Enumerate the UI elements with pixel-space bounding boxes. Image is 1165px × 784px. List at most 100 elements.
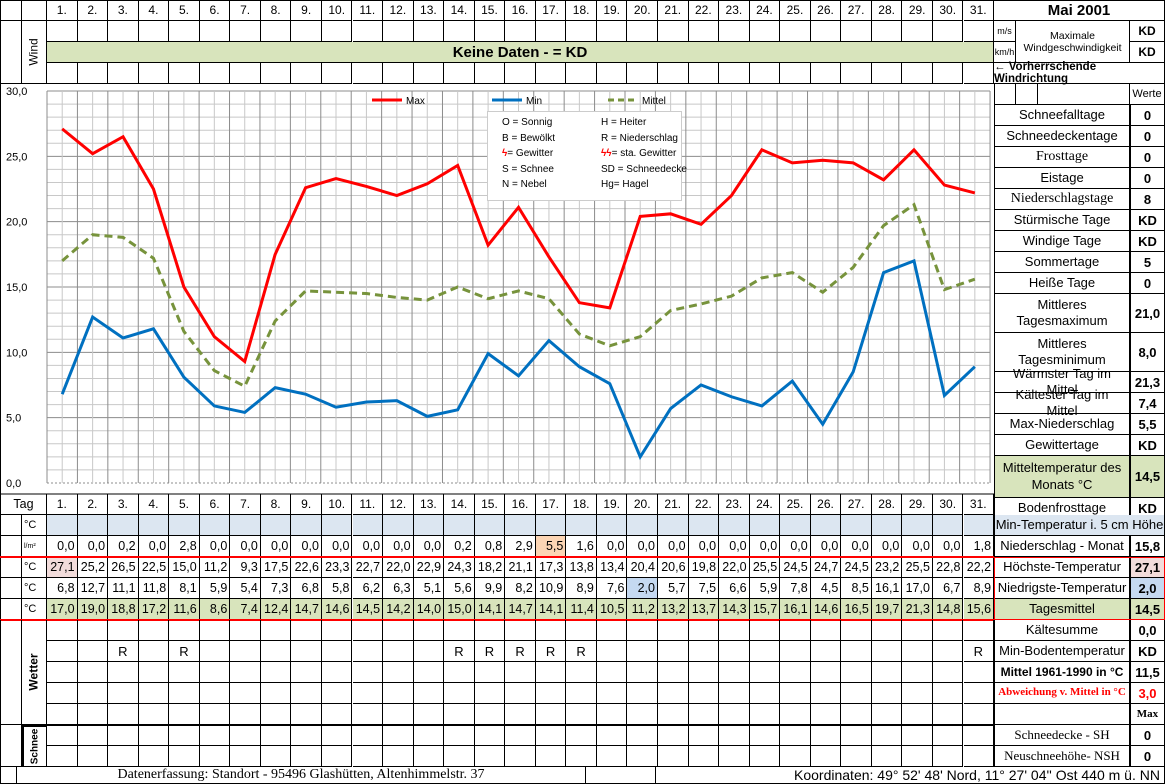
- wetter-cell[interactable]: [352, 662, 384, 683]
- data-cell-max[interactable]: 21,1: [505, 557, 536, 578]
- wetter-cell[interactable]: [810, 704, 842, 725]
- data-cell-mittel[interactable]: 14,7: [291, 599, 322, 620]
- data-cell-niederschlag[interactable]: 0,0: [77, 536, 109, 557]
- data-cell-min-5cm[interactable]: [321, 515, 353, 536]
- data-cell-min[interactable]: 5,6: [444, 578, 475, 599]
- wetter-cell[interactable]: [108, 704, 139, 725]
- data-cell-min-5cm[interactable]: [169, 515, 200, 536]
- wetter-cell[interactable]: [627, 683, 658, 704]
- data-cell-mittel[interactable]: 7,4: [230, 599, 261, 620]
- wind-cell[interactable]: [535, 21, 567, 42]
- schnee-cell[interactable]: [902, 725, 933, 746]
- wind-direction-cell[interactable]: [352, 63, 384, 84]
- data-cell-mittel[interactable]: 14,1: [474, 599, 506, 620]
- schnee-cell[interactable]: [77, 725, 109, 746]
- wind-direction-cell[interactable]: [108, 63, 139, 84]
- data-cell-mittel[interactable]: 14,6: [810, 599, 842, 620]
- wind-direction-cell[interactable]: [688, 63, 720, 84]
- schnee-cell[interactable]: [627, 725, 658, 746]
- wind-cell[interactable]: [169, 21, 200, 42]
- schnee-cell[interactable]: [413, 746, 445, 767]
- schnee-cell[interactable]: [963, 746, 995, 767]
- schnee-cell[interactable]: [444, 746, 475, 767]
- schnee-cell[interactable]: [321, 725, 353, 746]
- wetter-cell[interactable]: [535, 662, 567, 683]
- data-cell-niederschlag[interactable]: 0,0: [291, 536, 322, 557]
- schnee-cell[interactable]: [474, 725, 506, 746]
- wetter-cell[interactable]: [749, 620, 781, 641]
- wetter-cell[interactable]: [413, 683, 445, 704]
- wetter-cell[interactable]: [321, 683, 353, 704]
- wind-cell[interactable]: [688, 21, 720, 42]
- data-cell-niederschlag[interactable]: 0,0: [199, 536, 231, 557]
- schnee-cell[interactable]: [749, 746, 781, 767]
- wetter-cell[interactable]: [719, 662, 750, 683]
- data-cell-min-5cm[interactable]: [505, 515, 536, 536]
- wind-cell[interactable]: [902, 21, 933, 42]
- wind-direction-cell[interactable]: [810, 63, 842, 84]
- schnee-cell[interactable]: [291, 746, 322, 767]
- wetter-cell[interactable]: [138, 641, 170, 662]
- wetter-cell[interactable]: [902, 683, 933, 704]
- data-cell-mittel[interactable]: 14,7: [505, 599, 536, 620]
- data-cell-max[interactable]: 15,0: [169, 557, 200, 578]
- wetter-cell[interactable]: [596, 704, 628, 725]
- wind-direction-cell[interactable]: [749, 63, 781, 84]
- data-cell-min[interactable]: 8,5: [841, 578, 872, 599]
- wetter-cell[interactable]: [932, 662, 964, 683]
- data-cell-min[interactable]: 8,9: [566, 578, 597, 599]
- data-cell-niederschlag[interactable]: 0,0: [810, 536, 842, 557]
- wetter-cell[interactable]: [871, 662, 903, 683]
- data-cell-niederschlag[interactable]: 0,0: [321, 536, 353, 557]
- wetter-cell[interactable]: [566, 620, 597, 641]
- data-cell-min-5cm[interactable]: [596, 515, 628, 536]
- wetter-cell[interactable]: [780, 704, 811, 725]
- wetter-cell[interactable]: [596, 683, 628, 704]
- wind-direction-cell[interactable]: [413, 63, 445, 84]
- data-cell-max[interactable]: 17,3: [535, 557, 567, 578]
- wetter-cell[interactable]: [963, 620, 995, 641]
- data-cell-mittel[interactable]: 13,2: [658, 599, 689, 620]
- schnee-cell[interactable]: [841, 746, 872, 767]
- wetter-cell[interactable]: [444, 662, 475, 683]
- wind-cell[interactable]: [932, 21, 964, 42]
- wetter-cell[interactable]: [47, 620, 78, 641]
- wind-direction-cell[interactable]: [780, 63, 811, 84]
- schnee-cell[interactable]: [77, 746, 109, 767]
- data-cell-max[interactable]: 24,5: [780, 557, 811, 578]
- schnee-cell[interactable]: [535, 725, 567, 746]
- data-cell-min-5cm[interactable]: [841, 515, 872, 536]
- wetter-cell[interactable]: [169, 620, 200, 641]
- data-cell-niederschlag[interactable]: 0,0: [902, 536, 933, 557]
- wetter-cell[interactable]: [902, 662, 933, 683]
- data-cell-mittel[interactable]: 14,0: [413, 599, 445, 620]
- schnee-cell[interactable]: [47, 746, 78, 767]
- wetter-cell[interactable]: [291, 641, 322, 662]
- wetter-cell[interactable]: [321, 704, 353, 725]
- wetter-cell[interactable]: [780, 683, 811, 704]
- wind-cell[interactable]: [596, 21, 628, 42]
- wetter-cell[interactable]: [108, 620, 139, 641]
- wind-direction-cell[interactable]: [169, 63, 200, 84]
- data-cell-max[interactable]: 9,3: [230, 557, 261, 578]
- schnee-cell[interactable]: [627, 746, 658, 767]
- data-cell-min-5cm[interactable]: [658, 515, 689, 536]
- wetter-cell[interactable]: R: [566, 641, 597, 662]
- data-cell-max[interactable]: 22,0: [719, 557, 750, 578]
- data-cell-mittel[interactable]: 14,2: [383, 599, 414, 620]
- wind-cell[interactable]: [444, 21, 475, 42]
- wetter-cell[interactable]: [77, 641, 109, 662]
- wetter-cell[interactable]: [596, 662, 628, 683]
- wetter-cell[interactable]: [841, 620, 872, 641]
- wind-direction-cell[interactable]: [841, 63, 872, 84]
- wetter-cell[interactable]: [932, 683, 964, 704]
- data-cell-mittel[interactable]: 17,0: [47, 599, 78, 620]
- wetter-cell[interactable]: [352, 683, 384, 704]
- data-cell-min[interactable]: 5,4: [230, 578, 261, 599]
- data-cell-min[interactable]: 2,0: [627, 578, 658, 599]
- wetter-cell[interactable]: [230, 683, 261, 704]
- wind-cell[interactable]: [291, 21, 322, 42]
- data-cell-max[interactable]: 13,4: [596, 557, 628, 578]
- data-cell-mittel[interactable]: 11,2: [627, 599, 658, 620]
- wind-direction-cell[interactable]: [321, 63, 353, 84]
